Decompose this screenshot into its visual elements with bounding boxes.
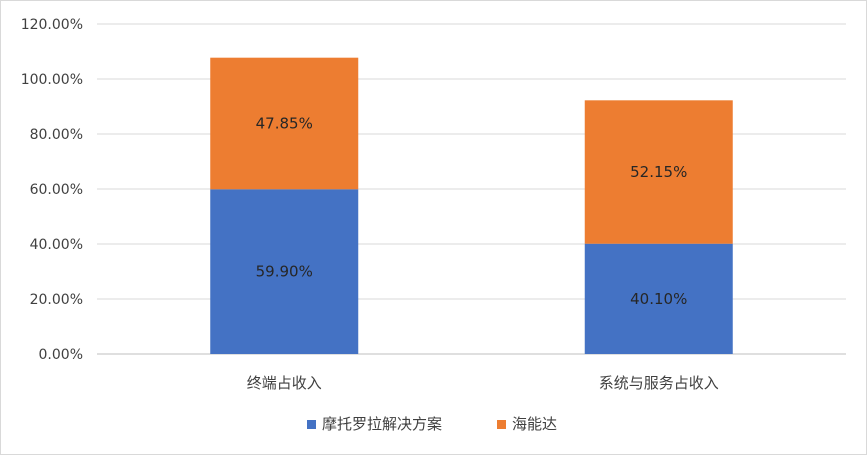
bar-segment [210, 189, 359, 354]
data-label: 52.15% [630, 163, 687, 181]
legend-label: 摩托罗拉解决方案 [322, 415, 442, 433]
legend-swatch [497, 420, 506, 429]
y-tick-label: 20.00% [30, 292, 83, 308]
y-tick-label: 60.00% [30, 182, 83, 198]
bar-segment [584, 243, 733, 354]
y-tick-label: 40.00% [30, 237, 83, 253]
data-label: 59.90% [256, 263, 313, 281]
bar-segment [210, 57, 359, 190]
y-tick-label: 100.00% [21, 72, 83, 88]
legend-label: 海能达 [512, 415, 557, 433]
y-tick-label: 80.00% [30, 127, 83, 143]
legend-swatch [307, 420, 316, 429]
y-tick-label: 0.00% [39, 347, 83, 363]
data-label: 47.85% [256, 114, 313, 132]
category-label: 终端占收入 [247, 374, 322, 392]
y-tick-label: 120.00% [21, 17, 83, 33]
category-label: 系统与服务占收入 [599, 374, 719, 392]
data-label: 40.10% [630, 290, 687, 308]
bar-segment [584, 100, 733, 244]
